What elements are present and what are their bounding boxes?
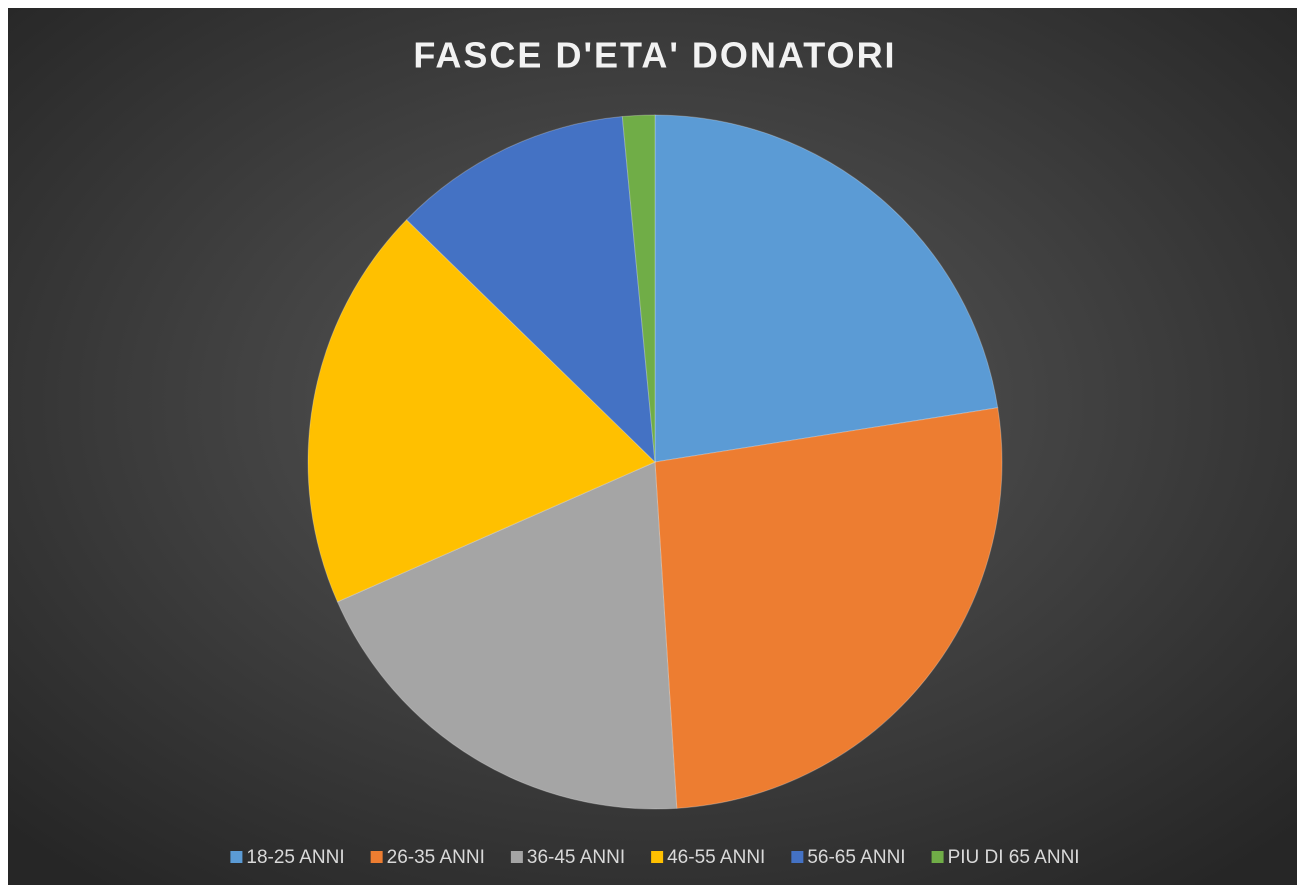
legend-label: 56-65 ANNI	[807, 847, 905, 868]
legend-label: 18-25 ANNI	[246, 847, 344, 868]
pie-slice	[654, 407, 1003, 809]
legend-label: 26-35 ANNI	[387, 847, 485, 868]
legend-swatch	[931, 851, 944, 863]
pie-slice	[405, 115, 656, 464]
legend-swatch	[791, 851, 804, 863]
legend-swatch	[651, 851, 664, 863]
legend-swatch	[230, 851, 243, 863]
legend-swatch	[370, 851, 383, 863]
legend-label: 36-45 ANNI	[527, 847, 625, 868]
pie-slice	[654, 114, 999, 463]
pie-slice	[621, 114, 656, 463]
legend-swatch	[510, 851, 523, 863]
chart-title: FASCE D'ETA' DONATORI	[413, 35, 896, 76]
legend-label: PIU DI 65 ANNI	[948, 847, 1080, 868]
pie-slice	[336, 461, 678, 810]
pie-slice	[307, 219, 656, 603]
legend-label: 46-55 ANNI	[667, 847, 765, 868]
